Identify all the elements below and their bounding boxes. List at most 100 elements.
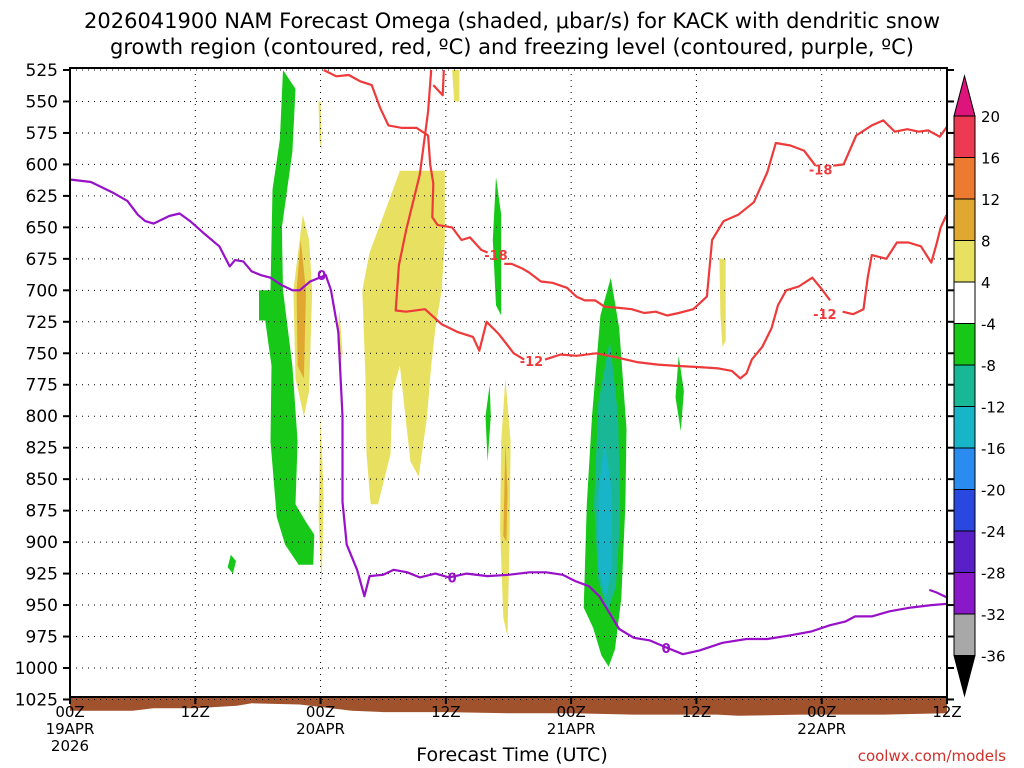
y-tick-label: 800 [26, 407, 58, 427]
colorbar-label: -36 [981, 648, 1006, 666]
contour-label: -12 [813, 308, 837, 323]
colorbar-swatch [953, 489, 976, 532]
x-tick-label: 20APR [296, 720, 345, 738]
terrain-fill [70, 697, 947, 716]
y-tick-label: 575 [26, 124, 58, 144]
omega-region-pos8 [503, 441, 508, 543]
omega-region-neg16 [598, 441, 612, 599]
colorbar-label: -12 [981, 399, 1006, 417]
x-tick-label: 12Z [681, 703, 712, 721]
colorbar-label: -20 [981, 482, 1006, 500]
contour-minus18-b [504, 141, 817, 317]
colorbar-swatch [953, 572, 976, 615]
colorbar-swatch [953, 530, 976, 573]
colorbar-label: 8 [981, 233, 991, 251]
contour-label: -12 [520, 355, 544, 370]
colorbar-swatch [953, 613, 976, 656]
colorbar-swatch [953, 198, 976, 241]
y-tick-label: 750 [26, 344, 58, 364]
colorbar-label: -32 [981, 606, 1006, 624]
y-tick-label: 650 [26, 218, 58, 238]
x-tick-label: 00Z [807, 703, 837, 721]
x-tick-label: 12Z [431, 703, 461, 721]
x-tick-label: 21APR [546, 720, 596, 738]
y-tick-label: 600 [26, 155, 58, 175]
y-tick-label: 925 [26, 565, 58, 585]
contour-minus12-b [544, 276, 831, 380]
y-tick-label: 900 [26, 533, 58, 553]
colorbar-label: 12 [981, 191, 1000, 209]
x-tick-label: 22APR [797, 720, 847, 738]
y-tick-label: 625 [26, 187, 58, 207]
y-tick-label: 675 [26, 250, 58, 270]
y-tick-label: 525 [26, 61, 58, 81]
colorbar-label: 16 [981, 150, 1000, 168]
y-tick-label: 550 [26, 92, 58, 112]
contour-minus18-c [833, 119, 948, 167]
chart-title-line-1: 2026041900 NAM Forecast Omega (shaded, μ… [84, 9, 940, 33]
y-tick-label: 850 [26, 470, 58, 490]
colorbar-swatch [953, 157, 976, 200]
x-tick-label: 19APR [45, 720, 95, 738]
colorbar-label: -8 [981, 357, 996, 375]
chart-title-line-2: growth region (contoured, red, ºC) and f… [110, 35, 914, 59]
colorbar-label: 20 [981, 108, 1000, 126]
contour-freezing-level [69, 178, 948, 656]
colorbar-swatch [953, 115, 976, 158]
colorbar-bottom-arrow [953, 655, 976, 698]
x-axis-title: Forecast Time (UTC) [416, 744, 608, 766]
x-tick-label: 12Z [180, 703, 210, 721]
x-tick-label: 00Z [556, 703, 586, 721]
colorbar-swatch [953, 240, 976, 283]
y-tick-label: 1000 [15, 659, 58, 679]
y-tick-label: 950 [26, 596, 58, 616]
omega-region-pos4 [452, 70, 460, 102]
credit-text: coolwx.com/models [857, 747, 1006, 765]
colorbar-swatch [953, 364, 976, 407]
omega-region-neg8 [259, 70, 315, 565]
colorbar-label: 4 [981, 274, 991, 292]
contour-label: 0 [662, 642, 671, 657]
colorbar-top-arrow [953, 74, 976, 117]
contour-label: -18 [809, 163, 833, 178]
x-tick-label: 2026 [50, 737, 90, 755]
x-tick-label: 12Z [932, 703, 962, 721]
colorbar-swatch [953, 406, 976, 449]
x-tick-label: 00Z [305, 703, 336, 721]
omega-region-pos8 [296, 240, 306, 379]
colorbar-label: -4 [981, 316, 996, 334]
colorbar-label: -28 [981, 565, 1006, 583]
omega-region-neg8 [485, 384, 491, 462]
omega-region-neg8 [492, 177, 502, 316]
omega-region-pos4 [318, 416, 324, 587]
colorbar-label: -16 [981, 440, 1006, 458]
contour-freezing-level-tail [928, 588, 948, 599]
contour-minus12-a [394, 69, 525, 361]
colorbar-label: -24 [981, 523, 1006, 541]
omega-region-pos4 [362, 170, 445, 505]
omega-region-pos4 [318, 101, 322, 152]
omega-region-neg8 [227, 554, 236, 574]
y-tick-label: 825 [26, 439, 58, 459]
colorbar-swatch [953, 281, 976, 324]
y-tick-label: 700 [26, 281, 58, 301]
y-tick-label: 875 [26, 502, 58, 522]
x-tick-label: 00Z [55, 703, 85, 721]
omega-region-pos4 [337, 309, 343, 366]
contour-label: 0 [317, 269, 326, 284]
colorbar-swatch [953, 323, 976, 366]
colorbar-swatch [953, 447, 976, 490]
contour-label: -18 [484, 249, 508, 264]
contour-minus12-c [842, 214, 948, 316]
y-tick-label: 775 [26, 376, 58, 396]
y-tick-label: 1025 [15, 690, 58, 710]
contour-label: 0 [448, 571, 457, 586]
y-tick-label: 725 [26, 313, 58, 333]
omega-region-neg8 [675, 355, 684, 432]
contour-snow-growth-misc [432, 69, 445, 97]
y-tick-label: 975 [26, 628, 58, 648]
plot-frame [69, 67, 948, 698]
omega-region-pos4 [719, 258, 726, 347]
